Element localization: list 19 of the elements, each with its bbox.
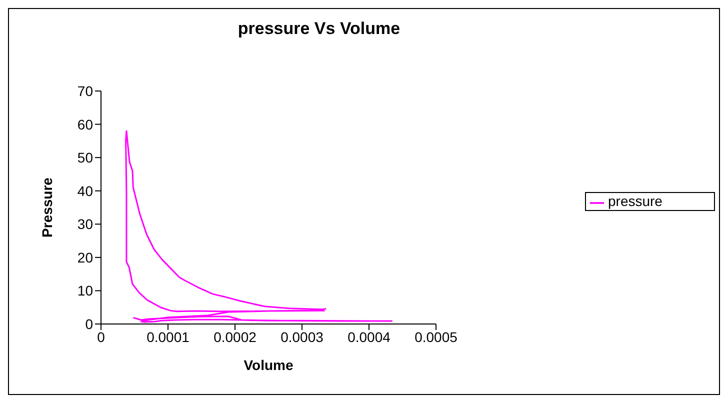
y-tick-label: 10 — [77, 282, 94, 299]
y-axis-title: Pressure — [38, 177, 55, 238]
x-tick-label: 0.0002 — [214, 328, 257, 345]
chart-title: pressure Vs Volume — [236, 19, 402, 39]
x-tick-label: 0.0004 — [348, 328, 391, 345]
x-tick-label: 0.0001 — [146, 328, 190, 345]
x-tick-label: 0 — [97, 328, 106, 345]
y-tick-label: 60 — [77, 116, 94, 132]
x-tick-label: 0.0003 — [280, 328, 324, 345]
x-tick-label: 0.0005 — [414, 328, 458, 345]
y-tick-label: 20 — [77, 249, 94, 266]
y-tick-label: 40 — [77, 182, 94, 199]
legend-label: pressure — [608, 193, 662, 210]
y-tick-label: 0 — [85, 316, 94, 332]
y-tick-label: 50 — [77, 150, 94, 166]
x-axis-title: Volume — [244, 357, 294, 373]
y-tick-label: 30 — [77, 216, 94, 232]
y-tick-label: 70 — [77, 82, 94, 99]
line-series — [125, 130, 393, 323]
